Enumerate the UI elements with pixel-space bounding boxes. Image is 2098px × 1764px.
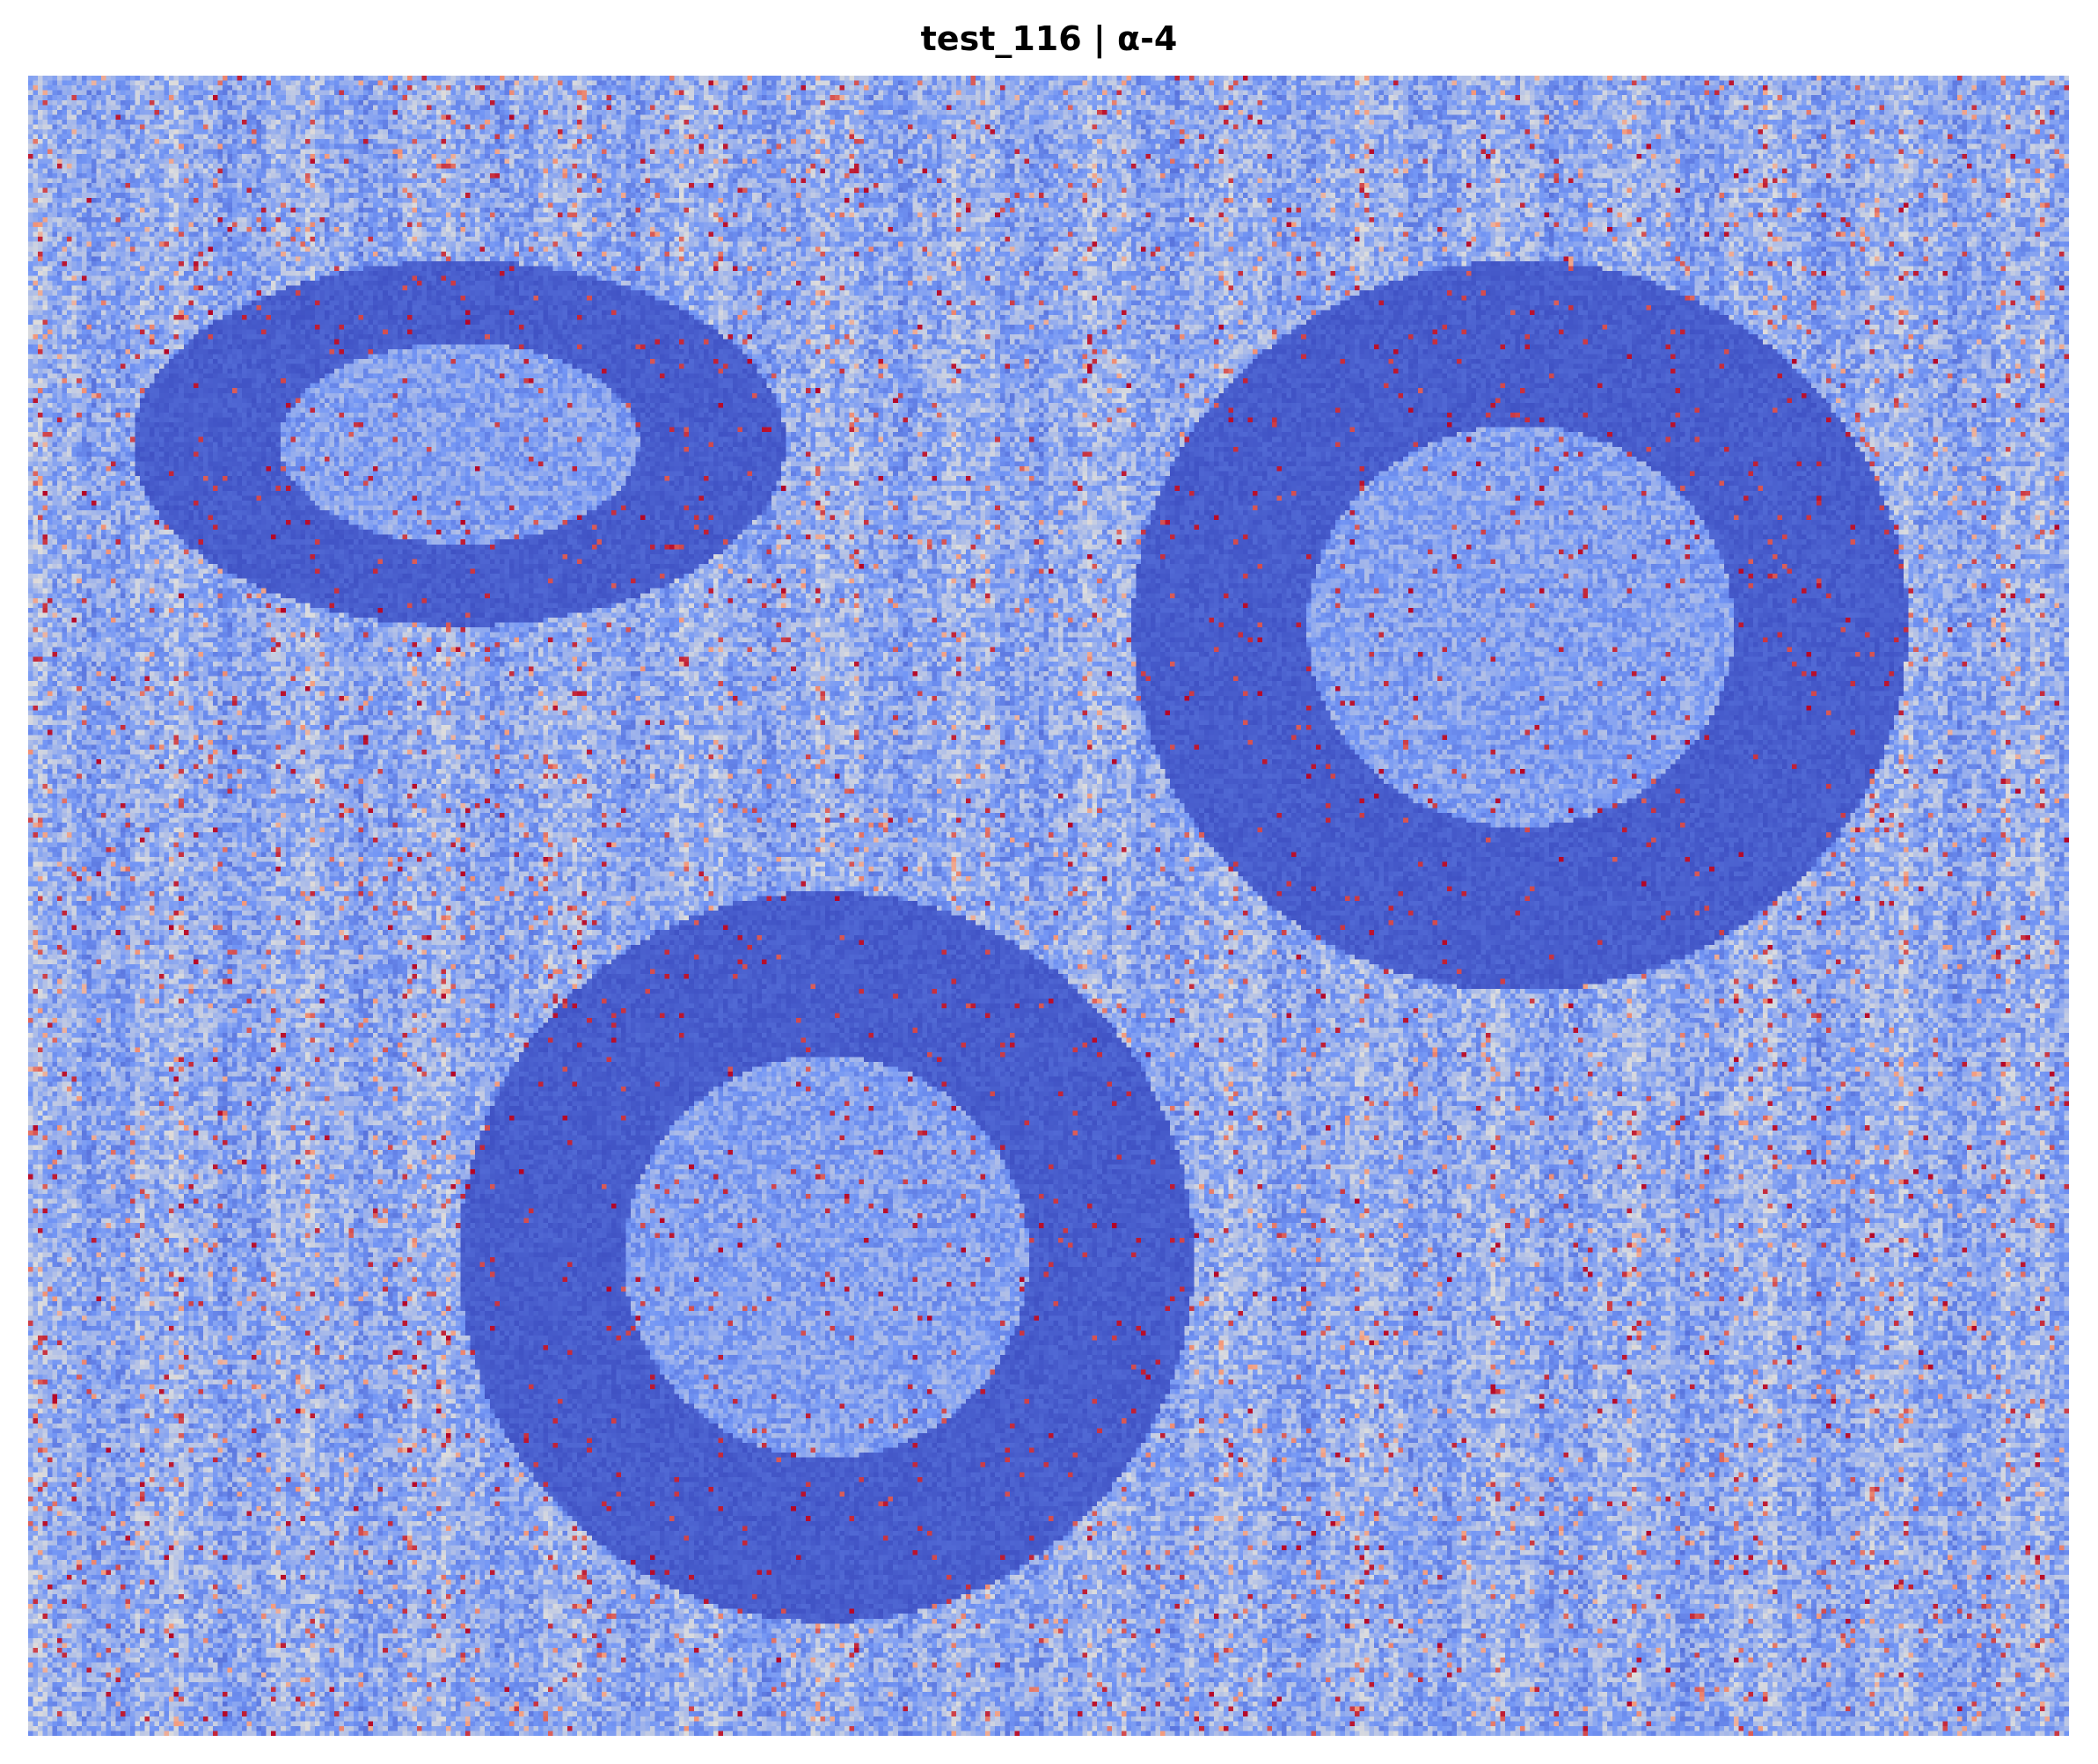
heatmap-image [28,76,2069,1736]
chart-title: test_116 | α-4 [920,19,1178,58]
heatmap-plot-area [28,76,2069,1736]
